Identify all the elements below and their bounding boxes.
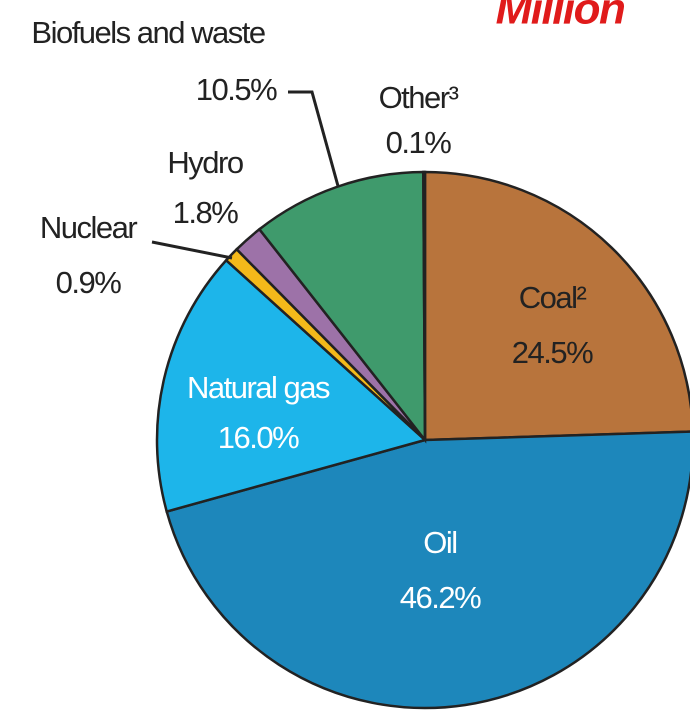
chart-title: Million <box>496 0 625 34</box>
slice-value-label: 24.5% <box>512 335 593 370</box>
leader-line <box>288 90 340 187</box>
pie-slice <box>155 258 428 514</box>
slice-value-label: 10.5% <box>196 72 277 107</box>
leader-line <box>151 240 233 260</box>
slice-value-label: 0.1% <box>386 125 452 160</box>
slice-name: Biofuels and waste <box>31 15 264 50</box>
slice-value-label: 16.0% <box>218 420 299 455</box>
slice-name: Coal² <box>519 280 587 315</box>
slice-name: Nuclear <box>40 210 137 245</box>
labels: Coal² 24.5% Oil 46.2% Natural gas 16.0% Nuclea… <box>31 15 594 615</box>
slice-name: Natural gas <box>187 370 330 405</box>
pie <box>155 170 690 710</box>
pie-slice <box>165 430 690 710</box>
slice-name: Oil <box>423 525 456 560</box>
slice-name: Hydro <box>167 145 242 180</box>
pie-slice <box>422 170 427 441</box>
slice-value-label: 46.2% <box>400 580 481 615</box>
slice-name: Other³ <box>379 80 459 115</box>
slice-value-label: 0.9% <box>56 265 122 300</box>
pie-slice <box>423 170 690 442</box>
slice-value-label: 1.8% <box>173 195 239 230</box>
pie-slice <box>257 170 427 444</box>
